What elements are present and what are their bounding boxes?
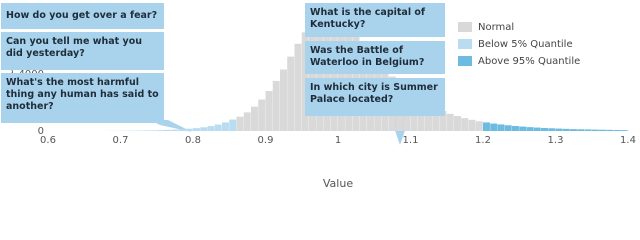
bar: [504, 125, 512, 131]
bar: [541, 127, 548, 131]
bar: [214, 124, 222, 131]
bar: [475, 121, 483, 131]
legend-label: Normal: [478, 22, 514, 33]
bar: [222, 122, 229, 131]
bar: [519, 126, 527, 131]
x-tick-label: 1.3: [548, 135, 564, 146]
bar: [338, 19, 345, 131]
bar: [497, 124, 505, 131]
callout: What's the most harmful thing any human …: [1, 73, 164, 123]
bar: [258, 99, 266, 131]
callout-tail: [150, 120, 192, 132]
bar: [483, 122, 490, 131]
callout: How do you get over a fear?: [1, 3, 164, 29]
legend-label: Below 5% Quantile: [478, 39, 573, 50]
bar: [200, 127, 208, 131]
bar: [243, 112, 251, 131]
bar: [533, 127, 541, 131]
bar: [570, 129, 577, 131]
bar: [432, 107, 440, 131]
bar: [613, 129, 621, 131]
bar: [454, 115, 461, 131]
bar: [280, 69, 287, 131]
bar: [439, 110, 447, 131]
bar: [287, 56, 295, 131]
page: Frequency Value 020004000600080000.60.70…: [1, 3, 636, 190]
callout: In which city is Summer Palace located?: [305, 78, 445, 116]
bar: [468, 119, 476, 131]
y-tick-label: 0: [38, 126, 44, 137]
bar: [265, 90, 273, 131]
bar: [461, 118, 469, 131]
bar: [584, 129, 592, 131]
x-tick-label: 0.9: [258, 135, 274, 146]
x-tick-label: 0.7: [113, 135, 129, 146]
bar: [490, 123, 498, 131]
bar: [599, 129, 606, 131]
bar: [149, 130, 157, 131]
x-tick-label: 0.6: [40, 135, 56, 146]
bar: [526, 127, 534, 131]
callout: What is the capital of Kentucky?: [305, 3, 445, 37]
bar: [620, 130, 628, 131]
bar: [555, 128, 563, 131]
bar: [425, 103, 432, 131]
x-tick-label: 1.4: [620, 135, 636, 146]
bar: [178, 129, 186, 131]
bar: [251, 106, 258, 131]
legend-swatch: [458, 39, 472, 49]
x-tick-label: 1: [335, 135, 341, 146]
bar: [591, 129, 599, 131]
legend-label: Above 95% Quantile: [478, 56, 580, 67]
x-tick-label: 0.8: [185, 135, 201, 146]
bar: [236, 116, 244, 131]
x-tick-label: 1.1: [403, 135, 419, 146]
bar: [548, 128, 556, 131]
callout: Was the Battle of Waterloo in Belgium?: [305, 41, 445, 74]
bar: [577, 129, 585, 131]
bar: [207, 126, 215, 131]
bar: [185, 128, 193, 131]
bar: [156, 130, 164, 131]
legend-swatch: [458, 56, 472, 66]
bar: [142, 130, 150, 131]
bar: [229, 119, 237, 131]
bar: [309, 22, 316, 132]
bar: [171, 129, 179, 131]
bar: [562, 128, 570, 131]
bar: [512, 125, 519, 131]
x-tick-label: 1.2: [475, 135, 491, 146]
bar: [193, 128, 200, 131]
bar: [606, 129, 614, 131]
legend-swatch: [458, 22, 472, 32]
callout: Can you tell me what you did yesterday?: [1, 32, 164, 70]
bar: [164, 129, 171, 131]
bar: [446, 113, 454, 131]
bar: [272, 80, 280, 131]
bar: [294, 43, 302, 131]
x-axis-label: Value: [323, 177, 353, 190]
